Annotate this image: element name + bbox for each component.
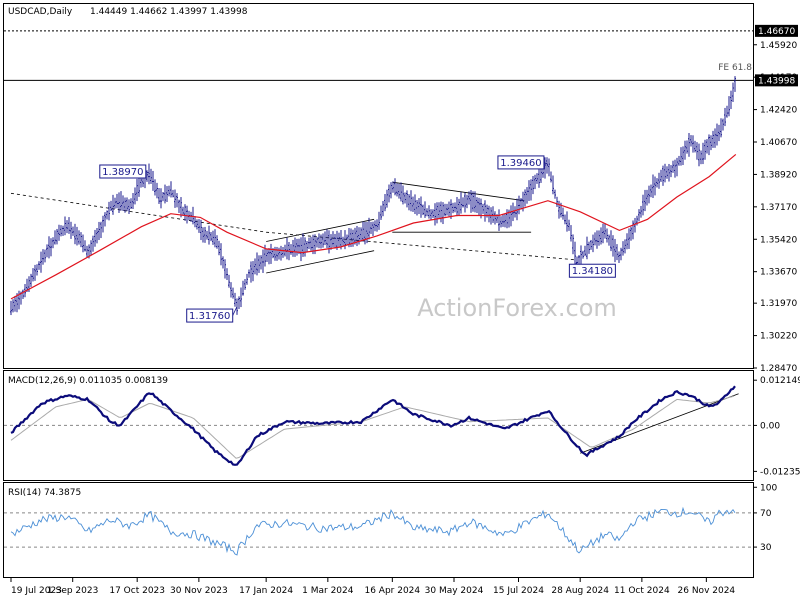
price-label-text: 1.39460 (500, 158, 541, 169)
watermark-text: ActionForex.com (417, 294, 617, 322)
price-label-box (186, 308, 234, 323)
label-layer: 1.38970 1.31760 1.39460 1.34180 (99, 155, 616, 323)
xtick-label: 17 Jan 2024 (239, 586, 293, 596)
price-ytick-label: 1.30220 (760, 332, 797, 342)
axis-layer: 1.459201.441701.424201.406701.389201.371… (10, 24, 800, 596)
xtick-label: 17 Oct 2023 (109, 586, 165, 596)
price-label-connector (232, 306, 238, 316)
xtick-label: 26 Nov 2024 (678, 586, 736, 596)
rsi-layer (10, 506, 736, 556)
price-ytick-label: 1.37170 (760, 203, 797, 213)
macd-layer (10, 385, 736, 466)
price-label-connector (145, 171, 150, 174)
price-label-connector (543, 162, 549, 165)
xtick-label: 16 Apr 2024 (364, 586, 420, 596)
price-ytick-label: 1.35420 (760, 235, 797, 245)
price-ytick-label: 1.45920 (760, 41, 797, 51)
price-panel-frame (3, 3, 754, 369)
chart-title: USDCAD,Daily (8, 7, 73, 17)
price-trendline (266, 218, 375, 242)
price-label-text: 1.31760 (189, 311, 230, 322)
xtick-label: 30 Nov 2023 (170, 586, 228, 596)
rsi-ytick-label: 70 (760, 509, 772, 519)
xtick-label: 15 Jul 2024 (493, 586, 544, 596)
price-ytick-label: 1.33670 (760, 268, 797, 278)
price-ytick-label: 1.31970 (760, 299, 797, 309)
moving-average-line (10, 153, 737, 300)
xtick-label: 11 Oct 2024 (614, 586, 670, 596)
price-trendline (10, 192, 578, 261)
macd-signal-line (10, 395, 735, 459)
price-level-label: 1.43998 (758, 76, 795, 86)
xtick-label: 1 Sep 2023 (47, 586, 98, 596)
xtick-label: 28 Aug 2024 (551, 586, 609, 596)
xtick-label: 30 May 2024 (425, 586, 484, 596)
price-trendline (392, 181, 525, 202)
price-level-label: 1.46670 (758, 27, 795, 37)
price-label-text: 1.38970 (102, 167, 143, 178)
macd-ytick-label: 0.00 (760, 421, 780, 431)
macd-title: MACD(12,26,9) 0.011035 0.008139 (8, 376, 168, 386)
macd-line (10, 385, 736, 466)
xtick-label: 1 Mar 2024 (302, 586, 354, 596)
macd-ytick-label: 0.012149 (760, 376, 800, 386)
grid-layer (4, 30, 753, 548)
macd-ytick-label: -0.012356 (760, 467, 800, 477)
ohlc-readout: 1.44449 1.44662 1.43997 1.43998 (90, 7, 248, 17)
price-label-box (99, 164, 147, 179)
price-label-text: 1.34180 (572, 266, 613, 277)
price-layer (10, 76, 737, 316)
price-label-box (497, 155, 545, 170)
price-label-box (568, 263, 616, 278)
price-level-box (755, 24, 798, 37)
price-trendline (266, 250, 375, 274)
price-level-box (755, 74, 798, 87)
rsi-ytick-label: 30 (760, 543, 772, 553)
xtick-label: 19 Jul 2023 (11, 586, 62, 596)
rsi-line (10, 506, 736, 556)
rsi-panel-frame (3, 482, 754, 578)
price-ytick-label: 1.42420 (760, 106, 797, 116)
rsi-title: RSI(14) 74.3875 (8, 488, 81, 498)
rsi-ytick-label: 100 (760, 483, 777, 493)
price-ytick-label: 1.28470 (760, 364, 797, 374)
fe-label: FE 61.8 (718, 63, 752, 73)
price-ytick-label: 1.38920 (760, 170, 797, 180)
price-ytick-label: 1.40670 (760, 138, 797, 148)
